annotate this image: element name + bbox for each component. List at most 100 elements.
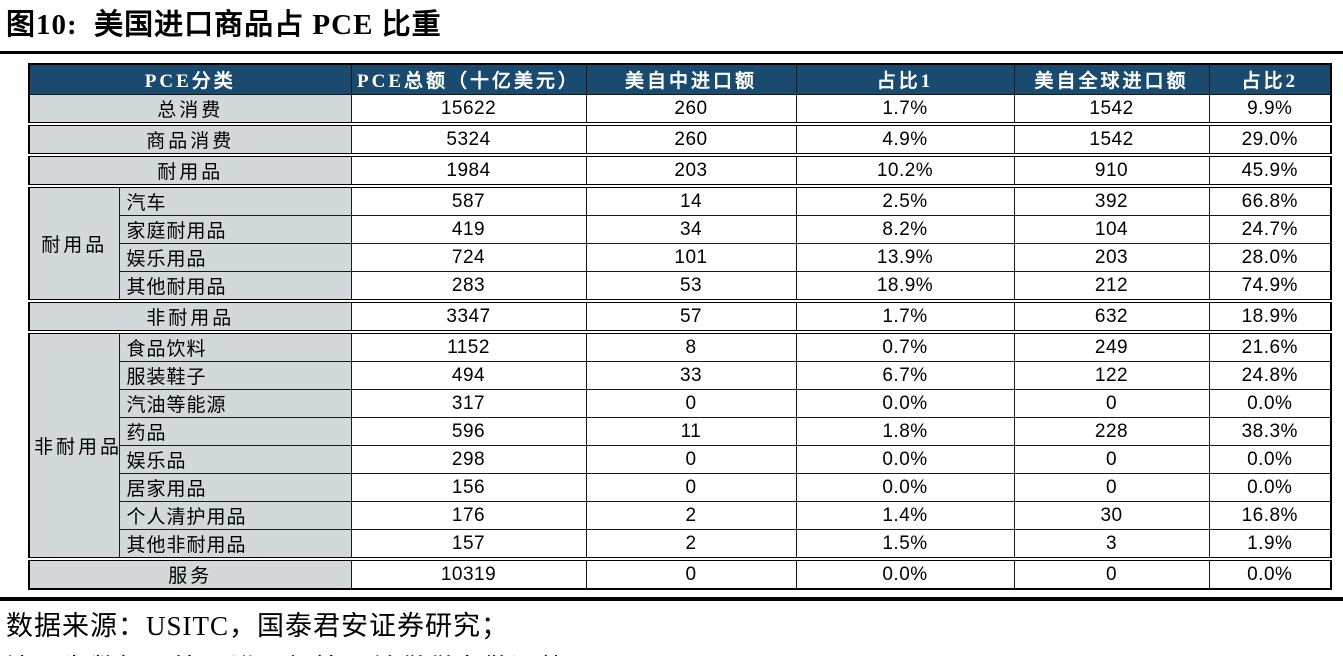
- header-pce-total: PCE总额（十亿美元）: [350, 63, 587, 96]
- table-row: 娱乐用品 724 101 13.9% 203 28.0%: [29, 243, 1332, 273]
- table-row: 家庭耐用品 419 34 8.2% 104 24.7%: [29, 215, 1332, 245]
- category-cell: 商品消费: [28, 122, 352, 156]
- value-cell: 0.0%: [1208, 557, 1332, 590]
- value-cell: 10319: [350, 557, 587, 590]
- value-cell: 24.7%: [1208, 215, 1332, 245]
- category-cell: 汽油等能源: [118, 389, 352, 419]
- value-cell: 53: [585, 271, 797, 302]
- value-cell: 1.7%: [795, 94, 1015, 125]
- value-cell: 2.5%: [795, 184, 1015, 217]
- value-cell: 5324: [350, 122, 587, 156]
- value-cell: 298: [350, 445, 587, 475]
- category-cell: 个人清护用品: [118, 501, 352, 531]
- value-cell: 101: [585, 243, 797, 273]
- value-cell: 30: [1013, 501, 1210, 531]
- value-cell: 587: [350, 184, 587, 217]
- header-imports-from-world: 美自全球进口额: [1013, 63, 1210, 96]
- value-cell: 0.0%: [795, 557, 1015, 590]
- value-cell: 0: [1013, 389, 1210, 419]
- value-cell: 156: [350, 473, 587, 503]
- value-cell: 4.9%: [795, 122, 1015, 156]
- value-cell: 176: [350, 501, 587, 531]
- value-cell: 494: [350, 361, 587, 391]
- category-cell: 娱乐用品: [118, 243, 352, 273]
- table-row: 服装鞋子 494 33 6.7% 122 24.8%: [29, 361, 1332, 391]
- group-label-cell: 非耐用品: [28, 330, 120, 560]
- category-cell: 耐用品: [28, 153, 352, 187]
- value-cell: 228: [1013, 417, 1210, 447]
- category-cell: 其他耐用品: [118, 271, 352, 302]
- header-share-1: 占比1: [795, 63, 1015, 96]
- table-row: 药品 596 11 1.8% 228 38.3%: [29, 417, 1332, 447]
- value-cell: 157: [350, 529, 587, 560]
- value-cell: 122: [1013, 361, 1210, 391]
- table-row: 耐用品 汽车 587 14 2.5% 392 66.8%: [28, 184, 1332, 302]
- value-cell: 1542: [1013, 122, 1210, 156]
- value-cell: 632: [1013, 299, 1210, 333]
- value-cell: 3347: [350, 299, 587, 333]
- value-cell: 8.2%: [795, 215, 1015, 245]
- value-cell: 0.0%: [795, 445, 1015, 475]
- value-cell: 104: [1013, 215, 1210, 245]
- value-cell: 392: [1013, 184, 1210, 217]
- value-cell: 0: [1013, 557, 1210, 590]
- value-cell: 28.0%: [1208, 243, 1332, 273]
- category-cell: 非耐用品: [28, 299, 352, 333]
- table-body: 总消费 15622 260 1.7% 1542 9.9% 商品消费 5324 260 4.9% 15…: [28, 94, 1332, 590]
- value-cell: 0.0%: [1208, 389, 1332, 419]
- pce-import-share-table: PCE分类 PCE总额（十亿美元） 美自中进口额 占比1 美自全球进口额 占比2…: [28, 63, 1333, 591]
- value-cell: 11: [585, 417, 797, 447]
- value-cell: 203: [585, 153, 797, 187]
- value-cell: 2: [585, 529, 797, 560]
- value-cell: 3: [1013, 529, 1210, 560]
- value-cell: 317: [350, 389, 587, 419]
- value-cell: 249: [1013, 330, 1210, 363]
- value-cell: 18.9%: [795, 271, 1015, 302]
- value-cell: 260: [585, 94, 797, 125]
- value-cell: 1.5%: [795, 529, 1015, 560]
- adjustment-note: 注：为数据可比，进口额按照关税税率做调整: [6, 650, 1343, 656]
- value-cell: 0.0%: [1208, 445, 1332, 475]
- value-cell: 13.9%: [795, 243, 1015, 273]
- category-cell: 家庭耐用品: [118, 215, 352, 245]
- figure-title: 图10: 美国进口商品占 PCE 比重: [6, 9, 442, 41]
- footer-divider: [0, 597, 1343, 602]
- header-imports-from-china: 美自中进口额: [585, 63, 797, 96]
- value-cell: 15622: [350, 94, 587, 125]
- value-cell: 283: [350, 271, 587, 302]
- value-cell: 0: [1013, 473, 1210, 503]
- value-cell: 419: [350, 215, 587, 245]
- table-row: 非耐用品 食品饮料 1152 8 0.7% 249 21.6%: [28, 330, 1332, 560]
- header-pce-category: PCE分类: [28, 63, 352, 96]
- value-cell: 16.8%: [1208, 501, 1332, 531]
- value-cell: 6.7%: [795, 361, 1015, 391]
- value-cell: 596: [350, 417, 587, 447]
- figure-footnotes: 数据来源：USITC，国泰君安证券研究； 注：为数据可比，进口额按照关税税率做调…: [6, 607, 1343, 656]
- table-row: 总消费 15622 260 1.7% 1542 9.9%: [28, 94, 1332, 125]
- title-bar: 图10: 美国进口商品占 PCE 比重: [0, 0, 1343, 45]
- value-cell: 21.6%: [1208, 330, 1332, 363]
- table-row: 居家用品 156 0 0.0% 0 0.0%: [29, 473, 1332, 503]
- table-row: 服务 10319 0 0.0% 0 0.0%: [28, 557, 1332, 590]
- header-share-2: 占比2: [1208, 63, 1332, 96]
- table-row: 娱乐品 298 0 0.0% 0 0.0%: [29, 445, 1332, 475]
- group-label-cell: 耐用品: [28, 184, 120, 302]
- value-cell: 29.0%: [1208, 122, 1332, 156]
- table-row: 非耐用品 3347 57 1.7% 632 18.9%: [28, 299, 1332, 333]
- value-cell: 0.0%: [1208, 473, 1332, 503]
- value-cell: 45.9%: [1208, 153, 1332, 187]
- value-cell: 8: [585, 330, 797, 363]
- value-cell: 0: [585, 473, 797, 503]
- value-cell: 0: [585, 389, 797, 419]
- category-cell: 药品: [118, 417, 352, 447]
- value-cell: 1152: [350, 330, 587, 363]
- category-cell: 食品饮料: [118, 330, 352, 363]
- value-cell: 57: [585, 299, 797, 333]
- table-row: 个人清护用品 176 2 1.4% 30 16.8%: [29, 501, 1332, 531]
- table-row: 汽油等能源 317 0 0.0% 0 0.0%: [29, 389, 1332, 419]
- value-cell: 66.8%: [1208, 184, 1332, 217]
- source-note: 数据来源：USITC，国泰君安证券研究；: [6, 611, 510, 642]
- table-row: 耐用品 1984 203 10.2% 910 45.9%: [28, 153, 1332, 187]
- value-cell: 203: [1013, 243, 1210, 273]
- value-cell: 0: [585, 445, 797, 475]
